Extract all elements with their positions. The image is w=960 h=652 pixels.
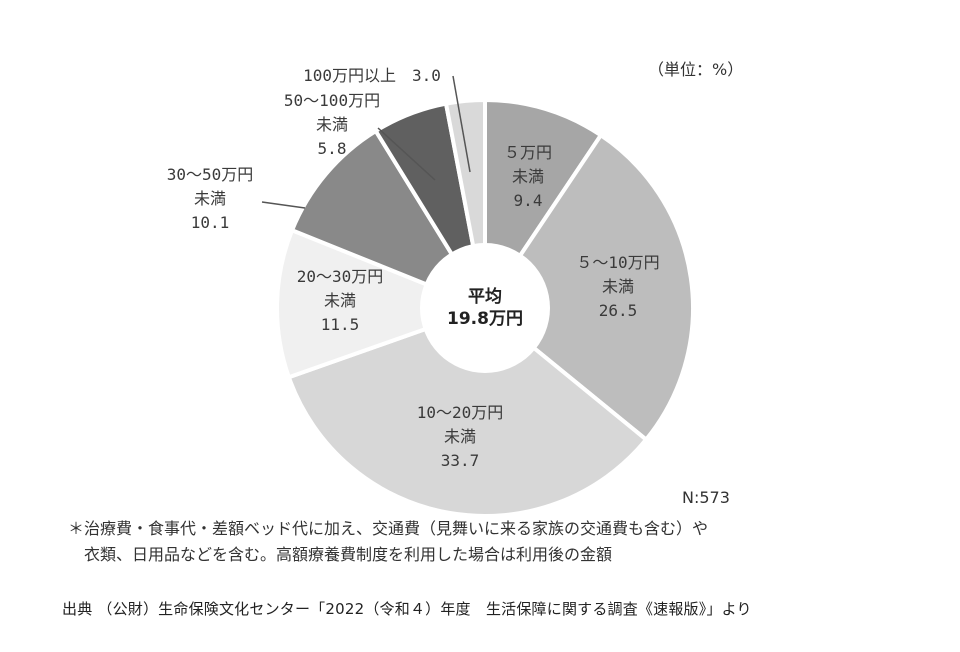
source-citation: 出典 （公財）生命保険文化センター「2022（令和４）年度 生活保障に関する調査… (62, 600, 752, 618)
slice-category-label: 未満 (194, 189, 226, 208)
footnote-line-1: ＊治療費・食事代・差額ベッド代に加え、交通費（見舞いに来る家族の交通費も含む）や (68, 519, 709, 538)
pie-slice (482, 132, 695, 443)
slice-category-label: 50～100万円 (284, 91, 380, 110)
slice-category-label: ５～10万円 (576, 253, 659, 272)
pie-slice (286, 305, 649, 518)
slice-value-label: 5.8 (318, 139, 347, 158)
slice-category-label: 未満 (512, 167, 544, 186)
slice-value-label: 100万円以上 3.0 (303, 66, 441, 85)
footnote: ＊治療費・食事代・差額ベッド代に加え、交通費（見舞いに来る家族の交通費も含む）や… (68, 516, 708, 568)
slice-category-label: 未満 (316, 115, 348, 134)
center-label-title: 平均 (468, 286, 502, 307)
slice-value-label: 10.1 (191, 213, 230, 232)
leader-line (452, 75, 471, 173)
center-label-average: 19.8万円 (447, 309, 523, 329)
leader-line (261, 201, 306, 209)
slice-value-label: 33.7 (441, 451, 480, 470)
donut-hole (420, 243, 550, 373)
slice-value-label: 11.5 (321, 315, 360, 334)
slice-value-label: 26.5 (599, 301, 638, 320)
slice-value-label: 9.4 (514, 191, 543, 210)
footnote-line-2: 衣類、日用品などを含む。高額療養費制度を利用した場合は利用後の金額 (84, 545, 613, 564)
slice-category-label: 未満 (444, 427, 476, 446)
pie-slice (289, 128, 490, 313)
slice-category-label: 未満 (324, 291, 356, 310)
sample-size-label: N:573 (682, 488, 730, 507)
unit-label: （単位：%） (648, 60, 744, 79)
slice-labels: ５万円未満9.4５～10万円未満26.510～20万円未満33.720～30万円… (167, 66, 660, 470)
leader-line (377, 127, 436, 181)
slice-category-label: 10～20万円 (417, 403, 504, 422)
slice-category-label: 20～30万円 (297, 267, 384, 286)
slice-category-label: 30～50万円 (167, 165, 254, 184)
slice-category-label: ５万円 (504, 143, 552, 162)
pie-slice (275, 227, 491, 380)
leader-lines (261, 75, 471, 209)
slice-category-label: 未満 (602, 277, 634, 296)
